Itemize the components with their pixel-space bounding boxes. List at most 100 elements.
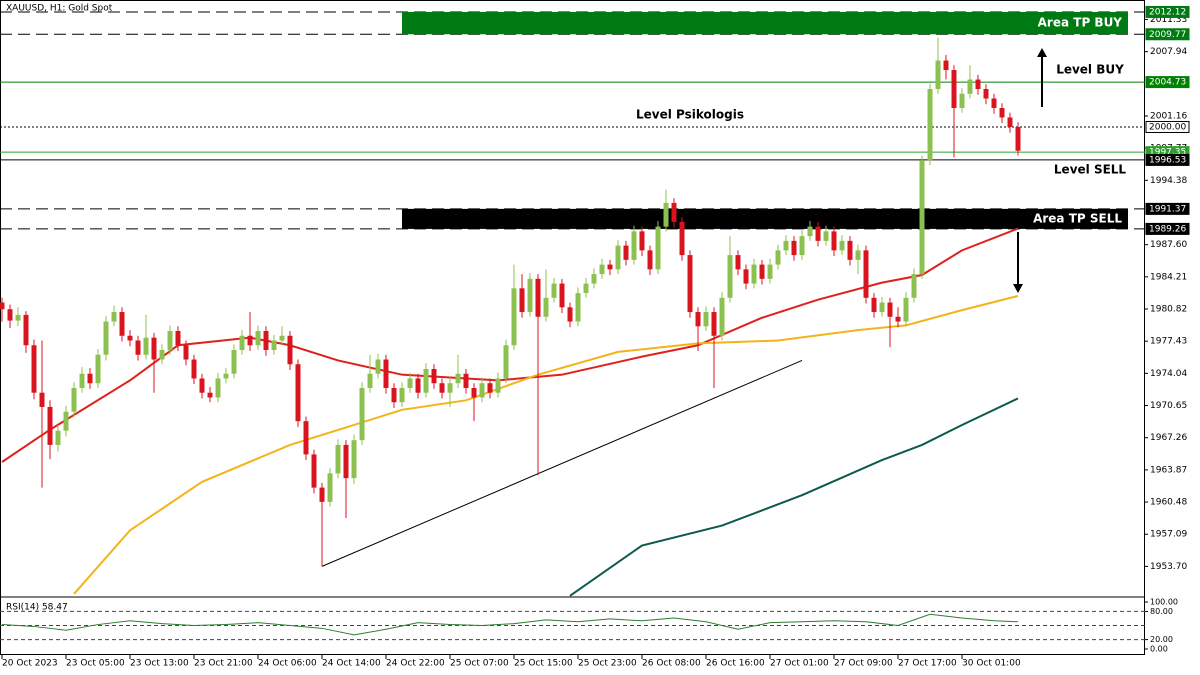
candle-body — [703, 312, 709, 327]
candle-body — [911, 274, 917, 298]
price-label: 1991.37 — [1149, 204, 1186, 214]
candle-body — [111, 312, 117, 322]
candle-body — [631, 231, 637, 260]
candle-body — [359, 387, 365, 441]
candle-body — [695, 312, 701, 327]
candle-body — [855, 250, 861, 260]
candle-body — [335, 444, 341, 474]
y-tick-label: 1953.70 — [1150, 562, 1187, 572]
candle-body — [239, 335, 245, 351]
candle-body — [263, 331, 269, 351]
candle-body — [983, 89, 989, 99]
zone — [402, 208, 1128, 229]
zone — [402, 11, 1128, 35]
candle-body — [623, 245, 629, 260]
y-tick-label: 2001.16 — [1150, 111, 1187, 121]
candle-body — [1007, 117, 1013, 127]
candle-body — [327, 473, 333, 502]
candle-body — [7, 309, 13, 321]
candle-body — [895, 316, 901, 322]
price-label: 2012.12 — [1149, 7, 1186, 17]
candle-body — [751, 264, 757, 284]
x-tick-label: 23 Oct 21:00 — [194, 659, 253, 669]
candle-body — [295, 364, 301, 422]
trendline — [321, 359, 803, 567]
candle-body — [231, 350, 237, 374]
y-tick-label: 1963.87 — [1150, 465, 1187, 475]
candle-body — [887, 302, 893, 317]
rsi-title: RSI(14) 58.47 — [6, 603, 68, 613]
candle-body — [727, 255, 733, 298]
candle-body — [135, 340, 141, 355]
candle-body — [759, 264, 765, 279]
candle-body — [311, 454, 317, 488]
candle-body — [479, 383, 485, 398]
price-label: 2009.77 — [1149, 30, 1186, 40]
candle-body — [151, 337, 157, 360]
candle-body — [183, 345, 189, 360]
candle-body — [847, 240, 853, 260]
price-panel: 2011.332007.942001.161997.771994.381987.… — [0, 5, 1190, 597]
price-label: 1996.53 — [1149, 155, 1186, 165]
candle-body — [15, 314, 21, 321]
candle-body — [247, 335, 253, 346]
candle-body — [599, 264, 605, 275]
candle-body — [711, 312, 717, 336]
price-label-box — [1145, 202, 1190, 215]
candle-body — [775, 250, 781, 265]
candle-body — [679, 221, 685, 256]
candle-body — [391, 387, 397, 403]
candle-body — [807, 226, 813, 237]
candle-body — [527, 278, 533, 313]
candle-body — [455, 373, 461, 384]
candle-body — [303, 421, 309, 455]
candle-body — [871, 297, 877, 313]
y-tick-label: 1957.09 — [1150, 530, 1187, 540]
x-tick-label: 26 Oct 16:00 — [706, 659, 765, 669]
candle-body — [279, 335, 285, 341]
candle-body — [991, 98, 997, 109]
candle-body — [535, 278, 541, 317]
candle-body — [559, 283, 565, 308]
candle-body — [503, 345, 509, 379]
candle-body — [255, 331, 261, 346]
candle-body — [215, 378, 221, 398]
candle-body — [975, 79, 981, 90]
price-label-box — [1145, 120, 1190, 133]
zone-label: Area TP BUY — [1038, 16, 1123, 30]
candle-body — [439, 383, 445, 393]
candle-body — [71, 387, 77, 412]
candle-body — [351, 440, 357, 479]
price-label-box — [1145, 5, 1190, 18]
y-tick-label: 1977.43 — [1150, 337, 1187, 347]
moving-average — [569, 397, 1019, 597]
candle-body — [343, 444, 349, 479]
candle-body — [799, 236, 805, 256]
candle-body — [55, 430, 61, 445]
candle-body — [511, 288, 517, 346]
x-tick-label: 24 Oct 22:00 — [386, 659, 445, 669]
candle-body — [663, 202, 669, 227]
candle-body — [223, 373, 229, 379]
candle-body — [655, 226, 661, 270]
rsi-tick-label: 80.00 — [1150, 607, 1173, 616]
annotation: Level Psikologis — [636, 108, 744, 122]
candle-body — [543, 297, 549, 317]
candle-body — [687, 255, 693, 313]
candle-body — [319, 487, 325, 502]
candle-body — [767, 264, 773, 279]
candle-body — [615, 245, 621, 270]
x-tick-label: 27 Oct 17:00 — [898, 659, 957, 669]
candle-body — [63, 411, 69, 431]
candle-body — [967, 79, 973, 94]
candle-body — [935, 60, 941, 90]
frame — [0, 0, 1145, 655]
candle-body — [159, 350, 165, 360]
candle-body — [431, 368, 437, 384]
candle-body — [191, 359, 197, 379]
annotation: Level BUY — [1056, 63, 1124, 77]
price-label-box — [1145, 76, 1190, 89]
x-tick-label: 27 Oct 01:00 — [770, 659, 829, 669]
candle-body — [831, 231, 837, 251]
